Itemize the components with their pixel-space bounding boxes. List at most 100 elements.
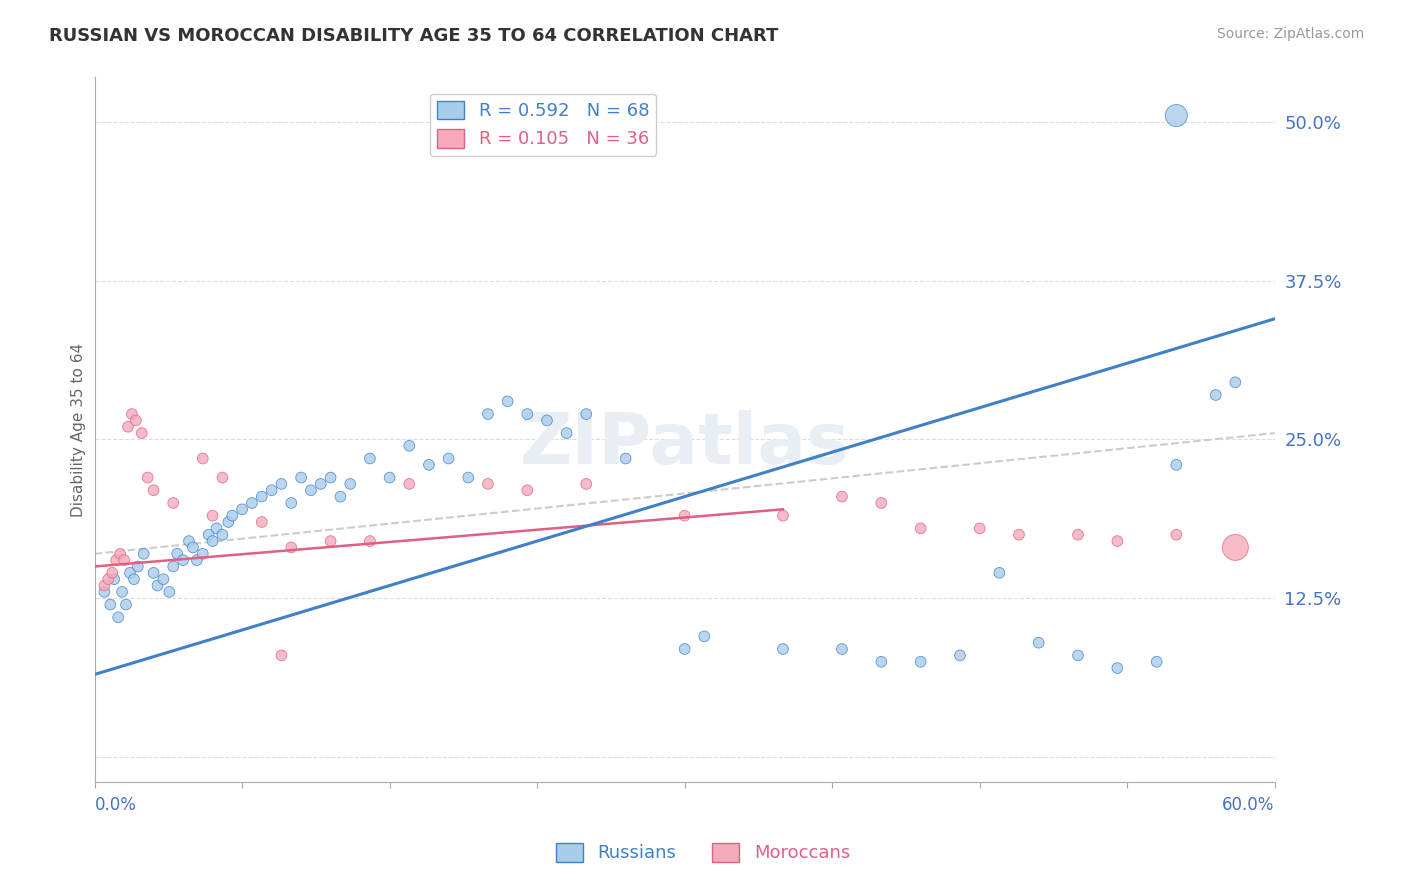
Point (157, 585, 180, 599)
Point (1225, 541, 1247, 555)
Point (107, 610, 129, 624)
Point (831, 490, 853, 504)
Point (191, 547, 214, 561)
Text: RUSSIAN VS MOROCCAN DISABILITY AGE 35 TO 64 CORRELATION CHART: RUSSIAN VS MOROCCAN DISABILITY AGE 35 TO… (49, 27, 779, 45)
Point (152, 572, 174, 586)
Point (197, 527, 219, 541)
Point (1008, 527, 1031, 541)
Point (101, 566, 124, 580)
Point (1225, 376, 1247, 390)
Point (329, 490, 352, 504)
Point (260, 483, 283, 498)
Point (231, 502, 253, 516)
Point (319, 470, 342, 484)
Point (93, 585, 115, 599)
Point (142, 566, 165, 580)
Point (437, 451, 460, 466)
Point (1166, 527, 1188, 541)
Point (1107, 534, 1129, 549)
Point (221, 508, 243, 523)
Point (516, 407, 538, 421)
Legend: R = 0.592   N = 68, R = 0.105   N = 36: R = 0.592 N = 68, R = 0.105 N = 36 (430, 94, 657, 156)
Point (575, 407, 598, 421)
Point (132, 547, 155, 561)
Point (870, 496, 893, 510)
Point (910, 655, 932, 669)
Point (536, 413, 558, 427)
Point (516, 483, 538, 498)
Point (910, 521, 932, 535)
Point (112, 553, 135, 567)
Point (172, 553, 194, 567)
Point (122, 572, 145, 586)
Point (105, 553, 128, 567)
Point (673, 642, 696, 657)
Point (309, 477, 332, 491)
Point (1146, 655, 1168, 669)
Point (211, 527, 233, 541)
Point (136, 470, 159, 484)
Point (250, 515, 273, 529)
Point (496, 394, 519, 409)
Point (146, 578, 169, 592)
Point (111, 585, 134, 599)
Point (1028, 636, 1050, 650)
Point (181, 541, 204, 555)
Point (125, 413, 148, 427)
Text: Source: ZipAtlas.com: Source: ZipAtlas.com (1216, 27, 1364, 41)
Point (162, 496, 184, 510)
Point (831, 642, 853, 657)
Point (870, 655, 893, 669)
Point (1107, 661, 1129, 675)
Point (1067, 527, 1090, 541)
Point (142, 483, 165, 498)
Point (280, 541, 302, 555)
Point (211, 470, 233, 484)
Point (290, 470, 312, 484)
Point (673, 508, 696, 523)
Point (398, 439, 420, 453)
Point (1067, 648, 1090, 663)
Point (1205, 388, 1227, 402)
Point (477, 407, 499, 421)
Point (772, 508, 794, 523)
Text: 0.0%: 0.0% (94, 796, 136, 814)
Text: 60.0%: 60.0% (1222, 796, 1275, 814)
Point (201, 534, 224, 549)
Point (693, 629, 716, 643)
Point (319, 534, 342, 549)
Point (127, 559, 149, 574)
Point (98, 598, 121, 612)
Point (949, 648, 972, 663)
Point (359, 534, 381, 549)
Point (299, 483, 322, 498)
Point (250, 490, 273, 504)
Text: ZIPatlas: ZIPatlas (520, 409, 849, 478)
Point (93, 578, 115, 592)
Point (378, 470, 401, 484)
Point (270, 477, 292, 491)
Point (177, 534, 200, 549)
Point (217, 515, 239, 529)
Point (121, 407, 143, 421)
Point (131, 426, 153, 441)
Point (205, 521, 228, 535)
Point (614, 451, 637, 466)
Point (191, 451, 214, 466)
Point (108, 547, 131, 561)
Point (988, 566, 1011, 580)
Point (575, 477, 598, 491)
Point (166, 547, 188, 561)
Point (280, 496, 302, 510)
Point (477, 477, 499, 491)
Point (115, 598, 138, 612)
Point (1166, 458, 1188, 472)
Point (772, 642, 794, 657)
Point (398, 477, 420, 491)
Point (201, 508, 224, 523)
Point (418, 458, 440, 472)
Point (270, 648, 292, 663)
Point (118, 566, 141, 580)
Point (117, 419, 139, 434)
Point (359, 451, 381, 466)
